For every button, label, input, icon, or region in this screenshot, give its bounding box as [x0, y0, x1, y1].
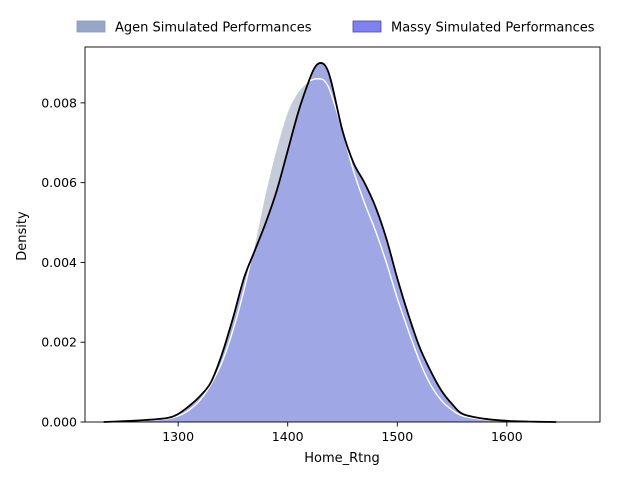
y-tick-label-0: 0.000	[41, 415, 77, 430]
x-tick-label-1500: 1500	[381, 429, 413, 444]
y-tick-label-4: 0.008	[41, 95, 77, 110]
x-axis: 1300 1400 1500 1600	[162, 422, 523, 444]
x-tick-label-1600: 1600	[491, 429, 523, 444]
y-tick-label-3: 0.006	[41, 175, 77, 190]
x-axis-label: Home_Rtng	[304, 451, 380, 466]
plot-frame	[84, 46, 601, 423]
legend-swatch-agen	[76, 20, 106, 33]
legend-swatch-massy	[352, 20, 382, 33]
y-tick-label-1: 0.002	[41, 335, 77, 350]
series-layer	[103, 62, 557, 423]
density-line-agen	[103, 78, 531, 423]
legend-label-massy: Massy Simulated Performances	[391, 21, 595, 36]
legend-label-agen: Agen Simulated Performances	[115, 21, 312, 36]
x-tick-label-1400: 1400	[272, 429, 304, 444]
density-line-massy	[103, 62, 557, 423]
y-axis: 0.000 0.002 0.004 0.006 0.008	[41, 95, 85, 430]
density-area-massy	[103, 62, 557, 423]
x-tick-label-1300: 1300	[162, 429, 194, 444]
y-axis-label: Density	[15, 211, 30, 261]
legend: Agen Simulated Performances Massy Simula…	[76, 20, 595, 36]
y-tick-label-2: 0.004	[41, 255, 77, 270]
